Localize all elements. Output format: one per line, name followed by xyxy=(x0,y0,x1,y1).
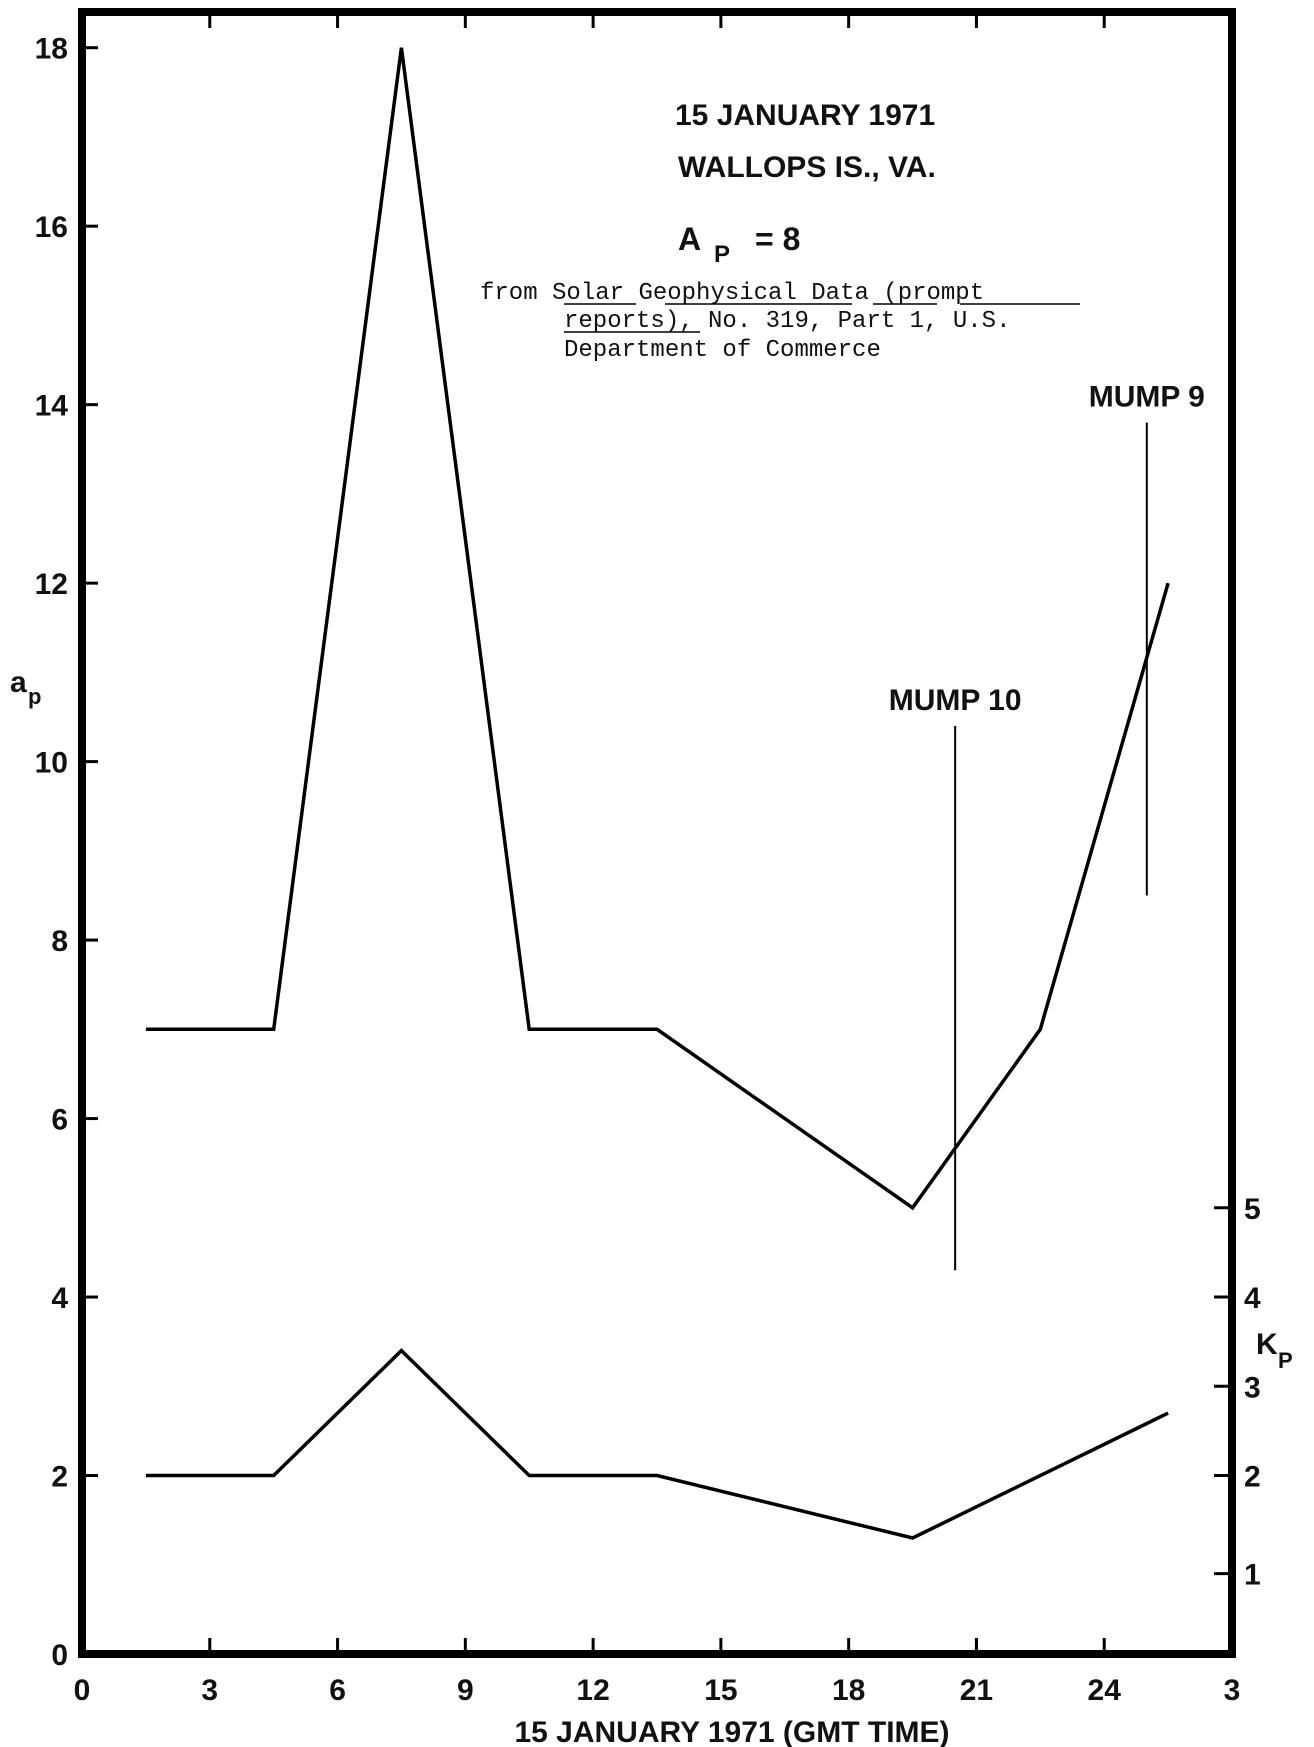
y-right-tick-label: 5 xyxy=(1244,1193,1261,1226)
y-left-tick-label: 6 xyxy=(51,1104,68,1137)
annotation-label: MUMP 10 xyxy=(889,684,1022,717)
y-right-tick-label: 2 xyxy=(1244,1461,1261,1494)
x-tick-label: 0 xyxy=(74,1674,91,1707)
series-line-ap xyxy=(145,47,1170,1211)
x-tick-label: 3 xyxy=(201,1674,218,1707)
x-tick-label: 6 xyxy=(329,1674,346,1707)
y-left-tick-label: 8 xyxy=(51,925,68,958)
y-left-tick-label: 4 xyxy=(51,1282,68,1315)
y-axis-left-label-subscript: p xyxy=(28,684,41,709)
y-left-tick-label: 0 xyxy=(51,1639,68,1672)
x-tick-label: 9 xyxy=(457,1674,474,1707)
series xyxy=(145,47,1170,1540)
x-tick-label: 24 xyxy=(1088,1674,1122,1707)
series-line-kp xyxy=(145,1348,1169,1540)
y-left-tick-label: 16 xyxy=(35,211,68,244)
x-tick-label: 3 xyxy=(1224,1674,1241,1707)
y-left-tick-label: 12 xyxy=(35,568,68,601)
y-left-tick-label: 18 xyxy=(35,33,68,66)
x-tick-label: 21 xyxy=(960,1674,993,1707)
source-note: from Solar Geophysical Data (prompt repo… xyxy=(480,280,1080,364)
x-tick-label: 18 xyxy=(832,1674,865,1707)
chart-title-line-2: WALLOPS IS., VA. xyxy=(678,151,936,184)
y-right-tick-label: 4 xyxy=(1244,1282,1261,1315)
x-tick-label: 12 xyxy=(576,1674,609,1707)
ap-index-subscript: P xyxy=(714,241,730,268)
ap-index-value: = 8 xyxy=(755,221,800,257)
y-axis-right-label-subscript: P xyxy=(1278,1348,1293,1373)
source-note-line-1: from Solar Geophysical Data (prompt xyxy=(480,280,984,307)
annotation-label: MUMP 9 xyxy=(1089,381,1205,414)
y-left-tick-label: 10 xyxy=(35,747,68,780)
chart-title-line-1: 15 JANUARY 1971 xyxy=(675,99,935,132)
y-left-tick-label: 2 xyxy=(51,1461,68,1494)
y-right-tick-label: 3 xyxy=(1244,1371,1261,1404)
y-axis-left-label: a xyxy=(10,666,27,699)
annotations: MUMP 10 MUMP 9 xyxy=(889,381,1205,1271)
ap-index-label: A xyxy=(678,221,701,257)
source-note-line-2: reports), No. 319, Part 1, U.S. xyxy=(564,308,1010,335)
plot-frame xyxy=(78,8,1236,1658)
y-right-tick-label: 1 xyxy=(1244,1559,1261,1592)
x-tick-label: 15 xyxy=(704,1674,737,1707)
source-note-line-3: Department of Commerce xyxy=(564,337,881,364)
y-left-tick-label: 14 xyxy=(35,390,69,423)
y-axis-right-label: K xyxy=(1256,1328,1278,1361)
x-axis-label: 15 JANUARY 1971 (GMT TIME) xyxy=(514,1716,949,1747)
